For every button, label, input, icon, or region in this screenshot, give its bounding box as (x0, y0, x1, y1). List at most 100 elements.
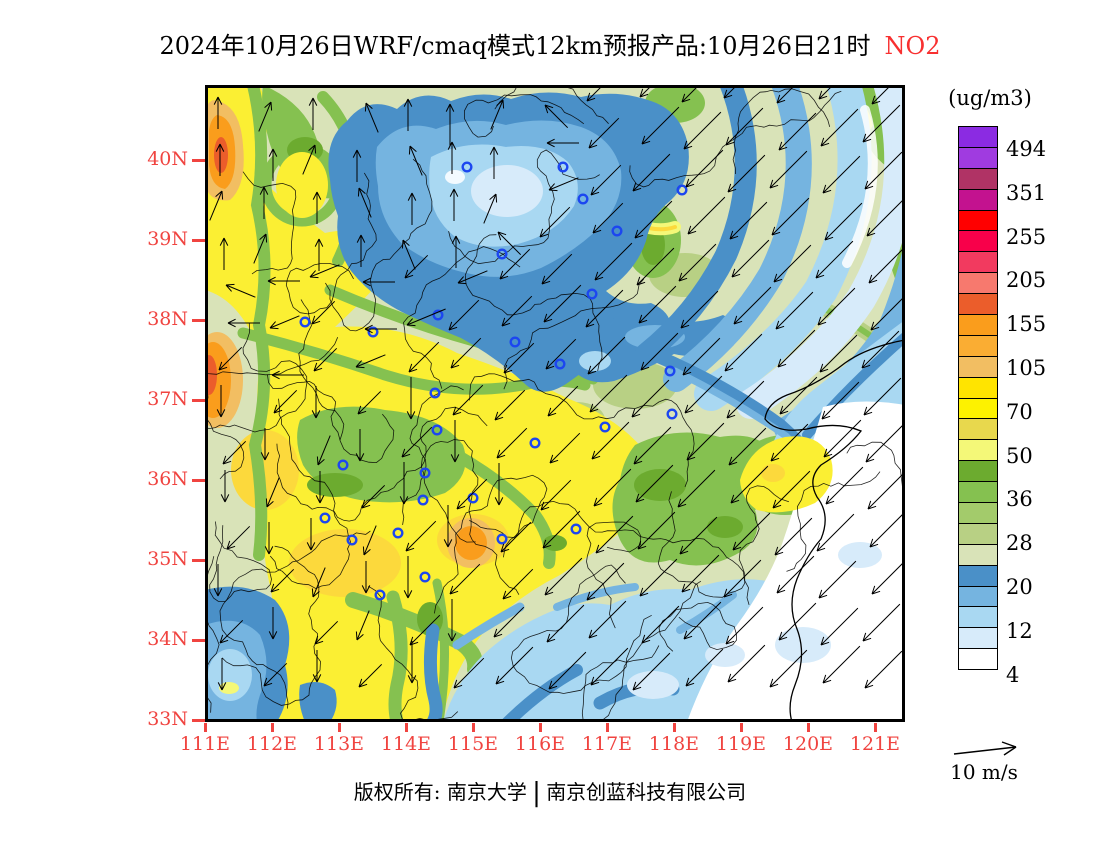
wind-arrow (362, 525, 377, 556)
wind-arrow (679, 516, 718, 555)
colorbar-value: 351 (1006, 180, 1047, 205)
wind-arrow (264, 522, 274, 555)
wind-arrow (588, 600, 627, 639)
wind-arrow (777, 329, 816, 368)
wind-arrow (632, 652, 671, 691)
lat-tick (192, 319, 205, 322)
colorbar-value: 36 (1006, 487, 1033, 512)
lon-label: 112E (246, 733, 298, 755)
boundary-line (276, 406, 488, 522)
wind-arrow (770, 423, 809, 462)
wind-arrow (819, 334, 858, 373)
wind-arrow (862, 603, 901, 642)
boundary-line (732, 88, 831, 175)
wind-arrow (495, 646, 534, 685)
city-marker (599, 421, 611, 433)
wind-arrow (456, 478, 488, 510)
wind-arrow (641, 605, 680, 644)
wind-arrow (683, 601, 722, 640)
wind-arrow (632, 153, 671, 192)
boundary-line (463, 94, 585, 138)
wind-arrow (499, 248, 531, 280)
wind-arrow (357, 187, 372, 218)
lon-tick (673, 723, 676, 732)
lon-tick (472, 723, 475, 732)
city-marker (346, 534, 358, 546)
wind-arrow (399, 462, 409, 505)
wind-arrow (543, 284, 582, 323)
wind-arrow (362, 277, 395, 287)
forecast-map (205, 85, 905, 722)
wind-arrow (589, 374, 628, 413)
boundary-line (469, 373, 695, 488)
wind-arrow (263, 662, 288, 687)
wind-arrow (407, 192, 417, 225)
boundary-line (510, 564, 652, 694)
city-marker (431, 424, 443, 436)
wind-arrow (815, 240, 854, 279)
boundary-line (420, 439, 520, 595)
wind-arrow (816, 513, 855, 552)
colorbar-cell (958, 167, 998, 190)
colorbar-cell (958, 314, 998, 336)
wind-arrow (591, 421, 630, 460)
wind-arrow (447, 141, 457, 174)
wind-arrow (312, 650, 322, 683)
wind-arrow (447, 599, 457, 642)
lat-tick (192, 239, 205, 242)
wind-arrow (406, 377, 416, 420)
colorbar-cell (958, 126, 998, 148)
wind-arrow (265, 477, 280, 508)
colorbar-cell (958, 272, 998, 295)
colorbar-cell (958, 439, 998, 462)
lat-tick (192, 719, 205, 722)
boundary-line (267, 374, 395, 464)
copyright-right: 南京创蓝科技有限公司 (546, 780, 747, 804)
wind-arrow (725, 606, 764, 645)
city-marker (577, 193, 589, 205)
wind-arrow (541, 253, 573, 285)
boundary-line (285, 172, 377, 315)
boundary-line (503, 278, 645, 390)
wind-arrow (457, 270, 488, 285)
lon-label: 111E (179, 733, 231, 755)
copyright-footer: 版权所有: 南京大学 | 南京创蓝科技有限公司 (0, 776, 1100, 807)
wind-arrow (268, 607, 278, 640)
boundary-line (434, 474, 548, 614)
lat-tick (192, 639, 205, 642)
wind-arrow (309, 264, 340, 279)
city-marker (666, 408, 678, 420)
wind-arrow (271, 370, 304, 380)
colorbar-value: 155 (1006, 312, 1047, 337)
lon-tick (405, 723, 408, 732)
wind-arrow (731, 239, 770, 278)
colorbar (958, 126, 998, 671)
wind-arrow (356, 234, 366, 267)
wind-arrow (682, 337, 721, 376)
wind-arrow (308, 97, 318, 130)
city-marker (392, 527, 404, 539)
wind-arrow (725, 107, 764, 146)
lat-tick (192, 159, 205, 162)
colorbar-value: 494 (1006, 136, 1047, 161)
lon-label: 113E (313, 733, 365, 755)
colorbar-cell (958, 188, 998, 211)
colorbar-value: 255 (1006, 224, 1047, 249)
wind-arrow (592, 202, 624, 234)
boundary-line (221, 545, 321, 706)
wind-arrow (313, 347, 338, 372)
wind-arrow (220, 470, 230, 503)
boundary-line (629, 90, 842, 188)
page-title: 2024年10月26日WRF/cmaq模式12km预报产品:10月26日21时 N… (0, 26, 1100, 61)
boundary-line (242, 171, 297, 275)
wind-arrow (312, 191, 322, 224)
wind-arrow (727, 644, 766, 683)
wind-arrow (408, 341, 440, 373)
boundary-line (298, 299, 345, 440)
colorbar-cell (958, 230, 998, 253)
wind-arrow (862, 104, 901, 143)
wind-arrow (861, 330, 900, 369)
lon-label: 117E (581, 733, 633, 755)
lon-label: 116E (514, 733, 566, 755)
wind-arrow (678, 243, 717, 282)
